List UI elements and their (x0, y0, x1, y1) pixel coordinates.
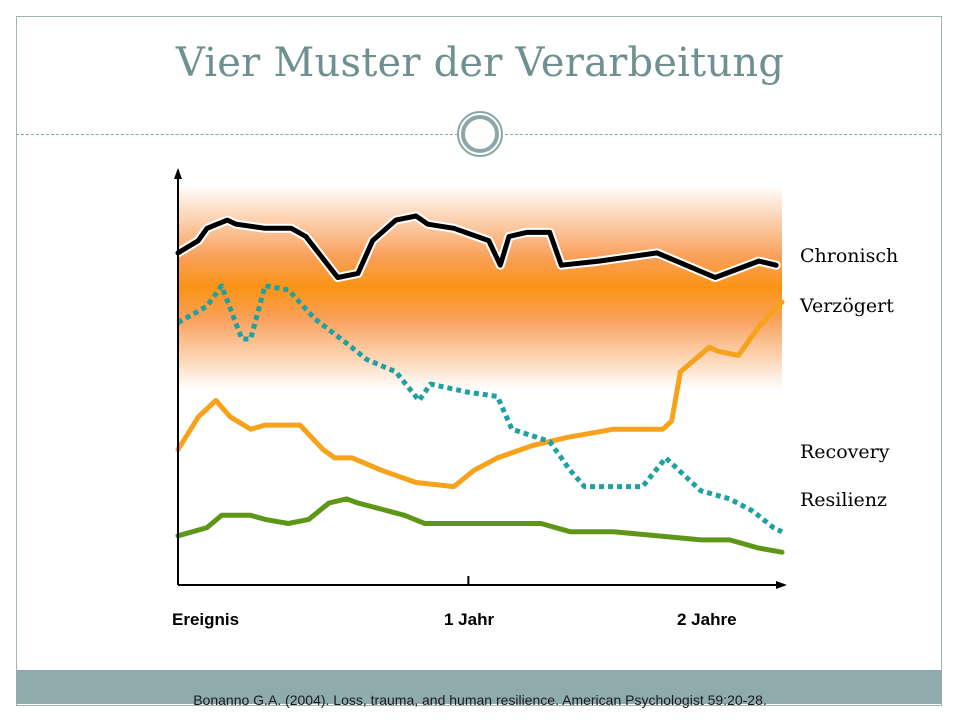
series-line-1 (175, 299, 785, 490)
legend-label-2: Recovery (800, 441, 890, 463)
series-line-2 (176, 283, 784, 534)
x-tick-label-1: 1 Jahr (444, 610, 495, 629)
ring-ornament-icon (457, 111, 503, 157)
series-line-3 (175, 496, 785, 555)
legend-label-3: Resilienz (800, 489, 888, 511)
x-tick-label-2: 2 Jahre (677, 610, 737, 629)
footer-band (16, 670, 942, 704)
y-axis-arrow-icon (174, 168, 182, 179)
series-line-0 (175, 213, 779, 280)
slide-frame (16, 16, 942, 706)
legend-label-1: Verzögert (800, 295, 894, 317)
citation: Bonanno G.A. (2004). Loss, trauma, and h… (193, 692, 767, 708)
slide-title: Vier Muster der Verarbeitung (175, 40, 785, 86)
x-axis-arrow-icon (776, 581, 787, 589)
legend-label-0: Chronisch (800, 245, 899, 267)
x-tick-label-0: Ereignis (172, 610, 240, 629)
